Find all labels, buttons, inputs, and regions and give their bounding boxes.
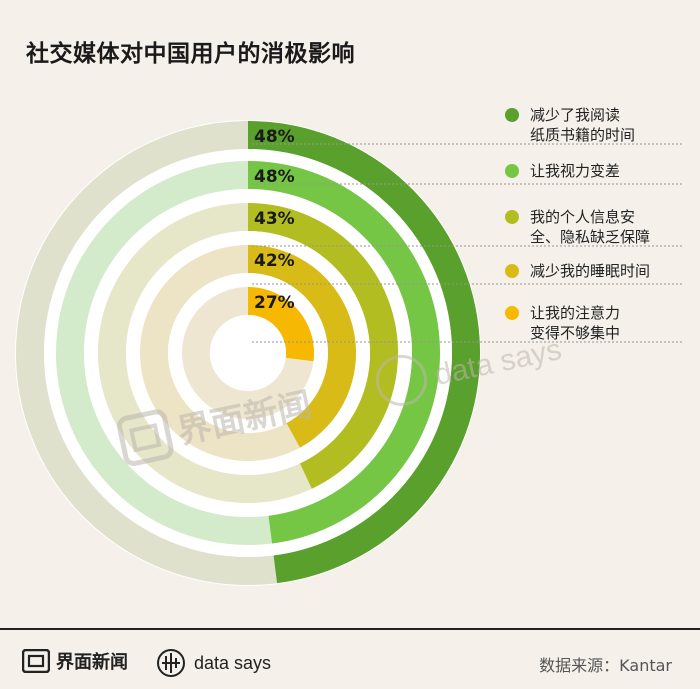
legend: 减少了我阅读纸质书籍的时间让我视力变差我的个人信息安全、隐私缺乏保障减少我的睡眠…	[252, 106, 682, 343]
brand-icon	[22, 649, 50, 673]
footer-ds: data says	[194, 652, 272, 673]
ring-bar-5	[248, 287, 315, 362]
source-note: 数据来源：Kantar	[539, 656, 672, 675]
legend-label-1-line-2: 纸质书籍的时间	[530, 126, 635, 144]
value-label-1: 48%	[254, 127, 295, 147]
value-label-4: 42%	[254, 251, 295, 271]
chart-title: 社交媒体对中国用户的消极影响	[26, 41, 355, 67]
ring-bar-2	[248, 161, 441, 544]
legend-label-2-line-1: 让我视力变差	[530, 162, 620, 180]
radial-bar-chart: 界面新闻 data says 48%48%43%42%27% 减少了我阅读纸质书…	[15, 106, 682, 586]
ring-bar-4	[248, 245, 356, 448]
value-label-3: 43%	[254, 209, 295, 229]
footer: 界面新闻 data says 数据来源：Kantar	[0, 630, 700, 689]
legend-label-3-line-2: 全、隐私缺乏保障	[530, 228, 650, 246]
legend-swatch-5	[505, 306, 519, 320]
value-label-2: 48%	[254, 167, 295, 187]
value-label-5: 27%	[254, 293, 295, 313]
legend-swatch-1	[505, 108, 519, 122]
footer-brand-logo: 界面新闻	[22, 648, 128, 674]
ring-bar-1	[248, 121, 480, 584]
data-says-icon	[157, 649, 185, 677]
ring-bar-3	[248, 203, 399, 489]
footer-ds-logo: data says	[156, 648, 271, 678]
legend-swatch-3	[505, 210, 519, 224]
legend-label-5-line-2: 变得不够集中	[530, 324, 620, 342]
legend-swatch-4	[505, 264, 519, 278]
center-hole	[210, 315, 286, 391]
value-labels: 48% 48% 43% 42% 27%	[254, 127, 295, 313]
legend-label-1-line-1: 减少了我阅读	[530, 106, 620, 124]
legend-label-5-line-1: 让我的注意力	[530, 304, 620, 322]
footer-brand: 界面新闻	[56, 652, 128, 673]
rings-group	[15, 120, 481, 586]
legend-swatch-2	[505, 164, 519, 178]
legend-label-4-line-1: 减少我的睡眠时间	[530, 262, 650, 280]
footer-divider	[0, 628, 700, 630]
legend-label-3-line-1: 我的个人信息安	[530, 208, 635, 226]
